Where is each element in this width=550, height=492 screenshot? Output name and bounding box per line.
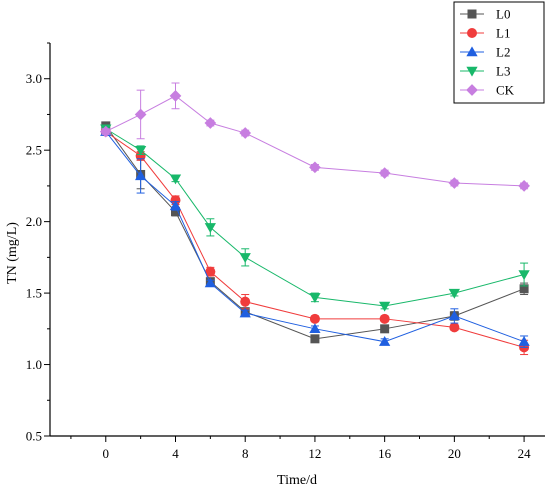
- data-point-ck: [309, 161, 321, 174]
- data-point-ck: [518, 180, 530, 192]
- legend-item-l3: L3: [460, 64, 510, 79]
- data-point-ck: [448, 177, 461, 189]
- x-tick-label: 12: [308, 446, 321, 461]
- series-l0: [101, 121, 529, 344]
- data-point-ck: [169, 90, 182, 102]
- data-point-ck: [378, 167, 391, 179]
- legend-label: L1: [496, 26, 510, 41]
- legend-marker: [466, 66, 478, 77]
- data-point-l3: [204, 223, 216, 233]
- legend-label: CK: [496, 83, 515, 98]
- data-point-l3: [309, 293, 321, 304]
- x-tick-label: 0: [103, 446, 110, 461]
- x-axis-label: Time/d: [277, 473, 317, 488]
- legend-label: L2: [496, 45, 510, 60]
- legend-item-ck: CK: [460, 83, 515, 98]
- data-point-l1: [170, 195, 181, 206]
- data-point-l1: [240, 296, 251, 307]
- data-point-l3: [518, 270, 530, 281]
- legend: L0 L1 L2 L3 CK: [453, 1, 545, 104]
- y-tick-label: 2.0: [26, 214, 42, 229]
- data-point-l2: [135, 170, 147, 181]
- data-point-l2: [239, 307, 251, 318]
- data-point-l0: [380, 324, 390, 334]
- data-point-l3: [448, 288, 460, 299]
- legend-marker: [467, 28, 477, 38]
- series-line-l3: [105, 128, 525, 307]
- y-tick-label: 0.5: [26, 429, 42, 444]
- data-point-l2: [448, 310, 460, 321]
- x-tick-label: 24: [518, 446, 532, 461]
- series-ck: [99, 82, 530, 192]
- legend-marker: [466, 84, 478, 96]
- data-point-l2: [204, 277, 216, 288]
- series-l3: [100, 124, 530, 312]
- data-point-l1: [205, 266, 216, 277]
- x-tick-label: 4: [172, 446, 179, 461]
- data-point-l0: [519, 284, 529, 294]
- x-tick-label: 20: [448, 446, 461, 461]
- legend-marker: [467, 9, 477, 19]
- tick-labels: 0 4 8 12 16 20 24 0.5 1.0 1.5 2.0 2.5 3.0: [26, 42, 532, 461]
- data-point-l1: [309, 313, 320, 324]
- legend-item-l2: L2: [460, 45, 510, 60]
- data-point-l0: [170, 207, 180, 217]
- series-line-l0: [105, 125, 525, 340]
- data-point-l1: [449, 322, 460, 333]
- data-point-l1: [379, 313, 390, 324]
- data-point-l2: [379, 336, 391, 346]
- x-tick-label: 8: [242, 446, 249, 461]
- data-point-ck: [204, 117, 217, 129]
- data-point-l3: [379, 301, 391, 312]
- data-point-ck: [134, 108, 147, 121]
- legend-marker: [466, 46, 478, 57]
- axes: [49, 43, 545, 437]
- y-tick-label: 2.5: [26, 143, 42, 158]
- data-point-ck: [239, 127, 252, 139]
- data-point-l0: [310, 334, 320, 344]
- y-axis-label: TN (mg/L): [5, 222, 20, 284]
- data-point-ck: [99, 125, 112, 138]
- data-point-l3: [135, 145, 147, 156]
- data-point-l3: [239, 253, 251, 263]
- legend-label: L3: [496, 64, 510, 79]
- y-tick-label: 3.0: [26, 71, 42, 86]
- x-tick-label: 16: [378, 446, 392, 461]
- y-tick-label: 1.0: [26, 357, 42, 372]
- data-point-l2: [518, 336, 530, 346]
- data-point-l2: [309, 323, 321, 334]
- data-point-l3: [169, 174, 182, 185]
- legend-label: L0: [496, 7, 510, 22]
- y-tick-label: 1.5: [26, 286, 42, 301]
- data-point-l2: [169, 200, 182, 211]
- series-layer: [99, 82, 530, 356]
- legend-item-l0: L0: [460, 7, 510, 22]
- legend-item-l1: L1: [460, 26, 510, 41]
